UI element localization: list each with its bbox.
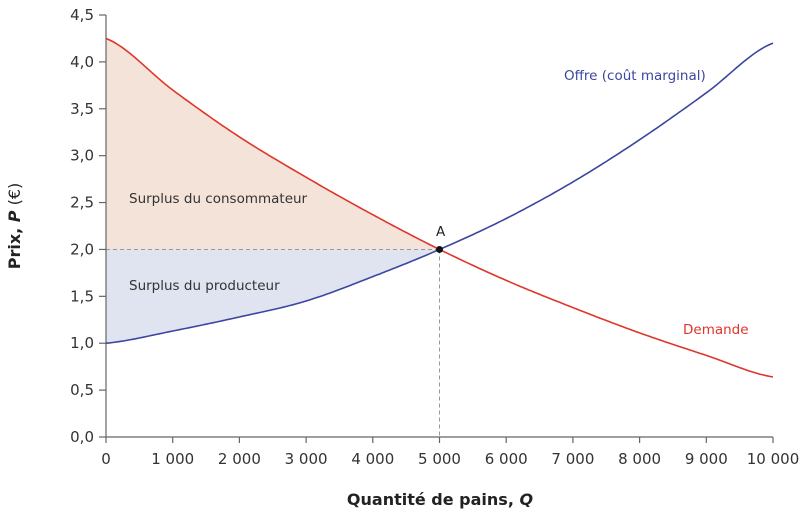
y-tick-label: 4,5 [70,6,94,24]
y-tick-label: 3,5 [70,100,94,118]
y-tick-label: 1,0 [70,334,94,352]
axes: 0,0 0,5 1,0 1,5 2,0 2,5 3,0 3,5 4,0 4,5 0 1 000 2 00… [70,6,799,468]
y-tick-label: 3,0 [70,147,94,165]
x-tick-label: 3 000 [285,450,328,468]
x-tick-label: 10 000 [747,450,800,468]
x-tick-label: 4 000 [351,450,394,468]
equilibrium-point [436,245,443,253]
x-axis-title: Quantité de pains, Q [347,490,534,509]
x-tick-label: 2 000 [218,450,261,468]
x-tick-label: 0 [101,450,111,468]
curves [105,37,774,378]
y-tick-label: 2,0 [70,240,94,258]
y-tick-label: 1,5 [70,287,94,305]
x-tick-label: 8 000 [618,450,661,468]
y-tick-label: 4,0 [70,53,94,71]
producer-surplus-area [106,249,440,344]
point-a-label: A [436,224,446,240]
consumer-surplus-label: Surplus du consommateur [129,191,308,207]
x-tick-label: 1 000 [151,450,194,468]
y-tick-label: 2,5 [70,194,94,212]
consumer-surplus-area [106,38,440,250]
x-tick-label: 5 000 [418,450,461,468]
producer-surplus-label: Surplus du producteur [129,278,280,294]
reference-lines [106,248,440,437]
demand-label: Demande [683,322,749,338]
y-tick-label: 0,0 [70,428,94,446]
y-tick-label: 0,5 [70,381,94,399]
surplus-areas [106,38,440,344]
y-axis-title: Prix, P (€) [5,183,24,270]
x-tick-label: 9 000 [685,450,728,468]
supply-label: Offre (coût marginal) [564,68,706,84]
x-tick-label: 6 000 [485,450,528,468]
x-tick-label: 7 000 [551,450,594,468]
